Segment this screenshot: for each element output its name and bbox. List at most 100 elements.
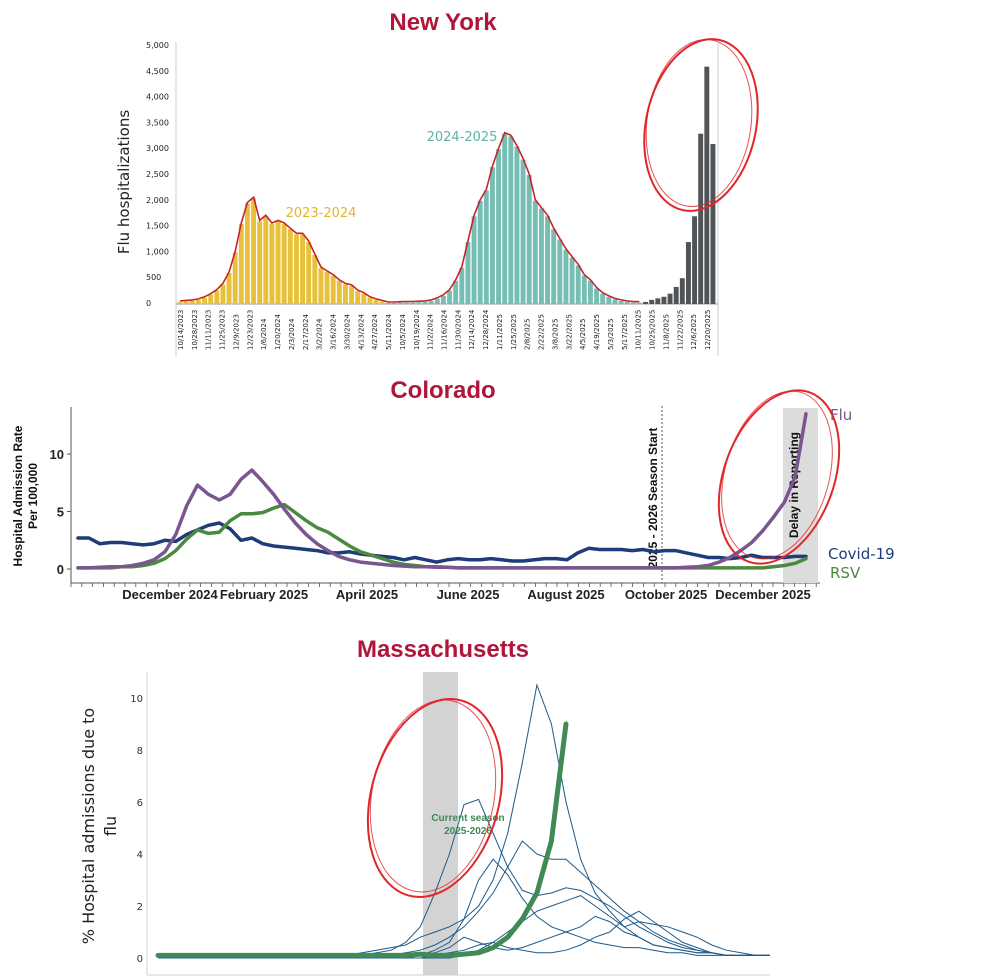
ny-x-tick: 2/8/2025 xyxy=(524,319,532,350)
ny-x-tick: 3/16/2024 xyxy=(330,314,338,350)
ny-bar-2024-2025-0 xyxy=(385,302,391,304)
ny-x-tick: 12/9/2023 xyxy=(233,314,241,350)
ny-bar-2023-2024-32 xyxy=(373,299,379,304)
ny-bar-2024-2025-24 xyxy=(532,200,538,304)
ny-bar-2024-2025-9 xyxy=(440,295,446,304)
ny-y-tick: 1,000 xyxy=(146,247,169,256)
ny-bar-2024-2025-5 xyxy=(416,302,422,304)
co-legend-covid: Covid-19 xyxy=(828,545,895,563)
ny-bar-2023-2024-21 xyxy=(306,242,312,304)
ny-y-tick: 500 xyxy=(146,273,161,282)
ny-bar-2024-2025-6 xyxy=(422,301,428,304)
ny-title: New York xyxy=(389,9,497,36)
ny-y-tick: 3,000 xyxy=(146,144,169,153)
ny-bar-2024-2025-20 xyxy=(508,136,514,304)
ny-label-2024-2025: 2024-2025 xyxy=(427,130,498,145)
ny-bar-2023-2024-25 xyxy=(330,275,336,304)
ny-bar-2023-2024-9 xyxy=(232,252,238,304)
co-y-axis-label-line1: Hospital Admission Rate xyxy=(11,425,25,566)
ny-bar-2023-2024-27 xyxy=(342,284,348,304)
ny-bar-2024-2025-21 xyxy=(514,146,520,304)
ny-bar-2024-2025-26 xyxy=(545,216,551,304)
ny-bar-2023-2024-28 xyxy=(349,285,355,304)
ny-x-tick: 4/19/2025 xyxy=(593,314,601,350)
ny-x-tick: 2/22/2025 xyxy=(538,314,546,350)
ny-y-tick: 2,000 xyxy=(146,196,169,205)
ma-y-tick: 4 xyxy=(137,850,143,861)
ny-bar-2024-2025-39 xyxy=(624,301,630,304)
co-line-flu xyxy=(76,412,808,570)
ny-x-tick: 11/11/2023 xyxy=(205,310,213,350)
ny-bar-2023-2024-26 xyxy=(336,280,342,304)
ny-highlight-circle xyxy=(643,38,759,212)
ma-annotation-line2: 2025-2026 xyxy=(444,826,492,837)
ny-bar-2023-2024-11 xyxy=(244,203,250,304)
ny-bar-2024-2025-32 xyxy=(581,275,587,304)
ny-bar-2023-2024-30 xyxy=(361,293,367,304)
ny-bar-2023-2024-14 xyxy=(263,216,269,304)
co-y-axis-label-line2: Per 100,000 xyxy=(26,463,40,529)
ny-bar-2024-2025-3 xyxy=(404,302,410,304)
co-highlight-circle-stroke xyxy=(721,390,833,560)
ny-bar-2025-2026-0 xyxy=(643,301,649,304)
ny-bar-2025-2026-10 xyxy=(704,66,710,304)
ny-y-tick: 4,500 xyxy=(146,67,169,76)
ny-y-tick: 2,500 xyxy=(146,170,169,179)
ny-bar-2024-2025-2 xyxy=(398,302,404,304)
ma-y-tick: 2 xyxy=(137,902,143,913)
ny-bar-2025-2026-6 xyxy=(679,278,685,304)
ma-title: Massachusetts xyxy=(357,636,529,663)
ny-trend-line xyxy=(180,131,640,303)
ny-bar-2024-2025-8 xyxy=(434,298,440,304)
ny-bar-2024-2025-13 xyxy=(465,242,471,304)
ny-bar-2023-2024-2 xyxy=(189,300,195,304)
ny-x-tick: 5/11/2024 xyxy=(385,314,393,350)
ma-annotation-line1: Current season xyxy=(431,813,504,824)
ny-label-2023-2024: 2023-2024 xyxy=(286,206,357,221)
co-x-tick: August 2025 xyxy=(527,587,604,602)
ny-x-tick: 10/25/2025 xyxy=(649,310,657,350)
ny-bar-2024-2025-40 xyxy=(630,302,636,304)
ny-bar-2024-2025-28 xyxy=(557,239,563,304)
ny-x-tick: 10/19/2024 xyxy=(413,309,421,350)
ny-bar-2023-2024-22 xyxy=(312,254,318,304)
ny-x-tick: 10/5/2024 xyxy=(399,314,407,350)
ny-bar-2024-2025-36 xyxy=(606,296,612,304)
ny-y-tick: 1,500 xyxy=(146,222,169,231)
ny-x-tick: 4/27/2024 xyxy=(371,314,379,350)
ny-bar-2023-2024-17 xyxy=(281,224,287,304)
ny-x-tick: 3/22/2025 xyxy=(565,314,573,350)
ny-bar-2025-2026-3 xyxy=(661,296,667,304)
ma-current-season-line xyxy=(155,721,569,958)
ny-bar-2023-2024-33 xyxy=(379,301,385,304)
ny-highlight-circle-stroke xyxy=(645,39,753,207)
ma-y-axis-label-line2: flu xyxy=(101,816,120,836)
co-legend-rsv: RSV xyxy=(830,564,861,582)
ma-y-tick: 10 xyxy=(130,694,143,705)
ny-bar-2024-2025-38 xyxy=(618,300,624,304)
ny-x-tick: 12/14/2024 xyxy=(468,309,476,350)
ny-bar-2024-2025-7 xyxy=(428,300,434,304)
ny-bar-2023-2024-13 xyxy=(257,221,263,304)
ny-bar-2025-2026-9 xyxy=(698,133,704,304)
ny-bar-2023-2024-18 xyxy=(287,229,293,304)
ny-x-tick: 3/30/2024 xyxy=(343,314,351,350)
ny-bar-2023-2024-10 xyxy=(238,224,244,304)
ny-x-tick: 4/13/2024 xyxy=(357,314,365,350)
ny-bar-2024-2025-18 xyxy=(496,149,502,304)
ny-bar-2024-2025-35 xyxy=(600,293,606,304)
ny-x-tick: 11/25/2023 xyxy=(219,310,227,350)
ny-bar-2024-2025-15 xyxy=(477,200,483,304)
ny-bar-2023-2024-5 xyxy=(208,294,214,304)
co-y-tick: 0 xyxy=(57,562,64,577)
ny-bar-2024-2025-34 xyxy=(594,288,600,304)
new-york-chart: New York Flu hospitalizations 0 500 1,000 1… xyxy=(115,9,759,356)
co-x-tick: June 2025 xyxy=(437,587,500,602)
ny-y-tick: 3,500 xyxy=(146,118,169,127)
ny-bar-2023-2024-12 xyxy=(251,198,257,304)
ny-y-axis-label: Flu hospitalizations xyxy=(115,110,133,254)
co-title: Colorado xyxy=(390,377,495,404)
ny-y-tick: 0 xyxy=(146,299,151,308)
ny-bar-2025-2026-5 xyxy=(673,286,679,304)
